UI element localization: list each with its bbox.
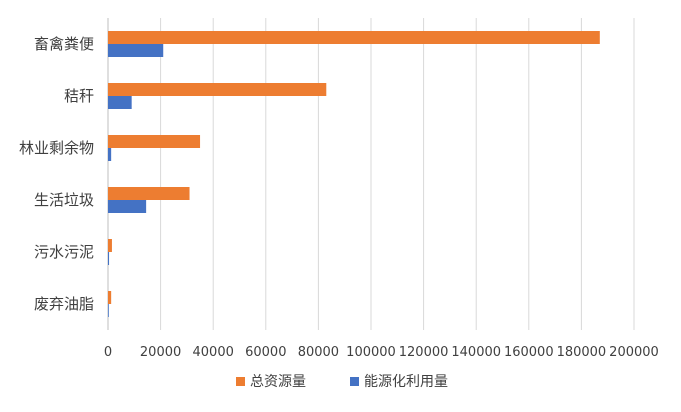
x-tick-label: 120000 — [399, 345, 449, 360]
bar-energy-1 — [108, 96, 132, 109]
x-tick-labels: 0 20000 40000 60000 80000 100000 120000 140000 1… — [104, 345, 659, 360]
legend-swatch — [236, 377, 245, 386]
category-label: 畜禽粪便 — [34, 35, 94, 53]
bar-energy-4 — [108, 252, 110, 265]
x-tick-label: 160000 — [504, 345, 554, 360]
x-tick-label: 60000 — [245, 345, 286, 360]
x-tick-label: 100000 — [346, 345, 396, 360]
legend-swatch — [350, 377, 359, 386]
bar-total-4 — [108, 239, 112, 252]
x-tick-label: 140000 — [451, 345, 501, 360]
bar-energy-0 — [108, 44, 164, 57]
bar-total-1 — [108, 83, 327, 96]
category-label: 林业剩余物 — [19, 139, 94, 157]
bar-total-5 — [108, 291, 112, 304]
bar-total-0 — [108, 31, 600, 44]
bar-energy-5 — [108, 304, 109, 317]
category-label: 废弃油脂 — [34, 295, 94, 313]
bar-energy-3 — [108, 200, 147, 213]
bar-total-2 — [108, 135, 201, 148]
category-label: 污水污泥 — [34, 243, 94, 261]
category-label: 秸秆 — [64, 87, 94, 105]
bar-energy-2 — [108, 148, 112, 161]
x-tick-label: 20000 — [140, 345, 181, 360]
x-tick-label: 40000 — [193, 345, 234, 360]
bar-total-3 — [108, 187, 190, 200]
category-label: 生活垃圾 — [34, 191, 94, 209]
bars — [108, 31, 600, 317]
x-tick-label: 200000 — [609, 345, 659, 360]
x-tick-label: 180000 — [557, 345, 607, 360]
x-tick-label: 80000 — [298, 345, 339, 360]
legend: 总资源量 能源化利用量 — [236, 374, 448, 390]
legend-label: 总资源量 — [250, 374, 306, 390]
legend-label: 能源化利用量 — [364, 374, 448, 390]
x-tick-label: 0 — [104, 345, 112, 360]
grid-lines — [107, 18, 635, 330]
